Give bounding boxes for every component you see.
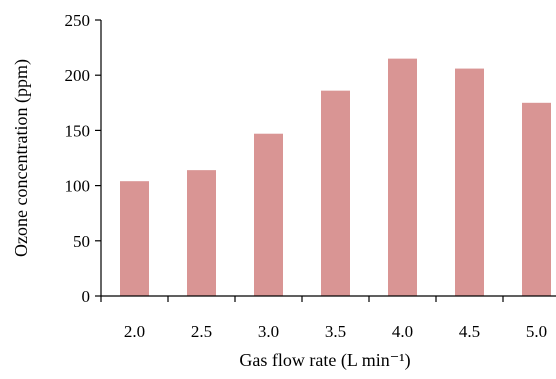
x-tick-label: 2.0 — [124, 322, 145, 341]
x-tick-label: 3.0 — [258, 322, 279, 341]
y-axis-title: Ozone concentration (ppm) — [11, 59, 32, 257]
bar-2.5 — [187, 170, 216, 296]
x-tick-label: 4.5 — [459, 322, 480, 341]
bar-4.0 — [388, 58, 417, 296]
bar-5.0 — [522, 102, 551, 296]
x-tick-label: 3.5 — [325, 322, 346, 341]
y-tick-label: 150 — [65, 121, 91, 140]
x-tick-label: 2.5 — [191, 322, 212, 341]
y-tick-label: 0 — [82, 287, 91, 306]
bar-2.0 — [120, 181, 149, 296]
bar-3.5 — [321, 90, 350, 296]
y-ticks: 0 50 100 150 200 250 — [65, 11, 101, 306]
bar-4.5 — [455, 68, 484, 297]
x-axis-title: Gas flow rate (L min⁻¹) — [239, 350, 410, 371]
y-tick-label: 50 — [73, 232, 90, 251]
bar-3.0 — [254, 133, 283, 296]
y-tick-label: 200 — [65, 66, 91, 85]
x-tick-label: 5.0 — [526, 322, 547, 341]
y-tick-label: 100 — [65, 177, 91, 196]
bars-layer — [120, 58, 551, 297]
x-ticks: 2.0 2.5 3.0 3.5 4.0 4.5 5.0 — [100, 296, 547, 341]
x-tick-label: 4.0 — [392, 322, 413, 341]
y-tick-label: 250 — [65, 11, 91, 30]
axes-layer — [100, 20, 556, 297]
